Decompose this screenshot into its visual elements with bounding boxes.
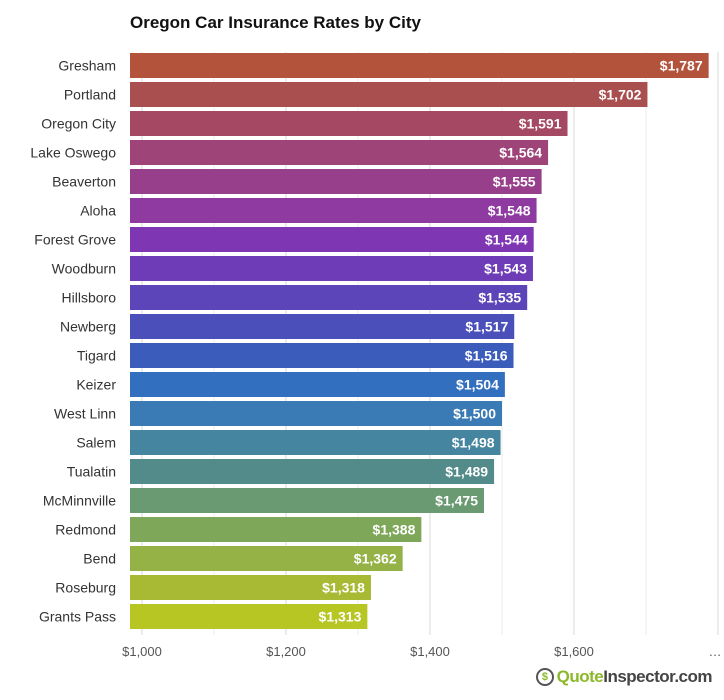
bar[interactable] bbox=[130, 169, 542, 194]
bar[interactable] bbox=[130, 140, 549, 165]
y-category-label: Hillsboro bbox=[62, 290, 117, 306]
y-category-label: Portland bbox=[64, 87, 116, 103]
bar[interactable] bbox=[130, 343, 514, 368]
data-label: $1,313 bbox=[319, 609, 362, 625]
data-label: $1,362 bbox=[354, 551, 397, 567]
y-category-label: Redmond bbox=[55, 522, 116, 538]
y-category-label: Beaverton bbox=[52, 174, 116, 190]
bar[interactable] bbox=[130, 430, 501, 455]
bar[interactable] bbox=[130, 459, 495, 484]
y-category-label: Forest Grove bbox=[34, 232, 116, 248]
y-category-label: Grants Pass bbox=[39, 609, 116, 625]
quoteinspector-logo[interactable]: $ Quote Inspector.com bbox=[535, 667, 712, 687]
data-label: $1,388 bbox=[373, 522, 416, 538]
bar[interactable] bbox=[130, 604, 368, 629]
data-label: $1,489 bbox=[445, 464, 488, 480]
x-tick-label: $1,200 bbox=[266, 644, 306, 659]
data-label: $1,548 bbox=[488, 203, 531, 219]
bar[interactable] bbox=[130, 314, 515, 339]
data-label: $1,498 bbox=[452, 435, 495, 451]
y-category-label: Oregon City bbox=[41, 116, 116, 132]
data-label: $1,517 bbox=[465, 319, 508, 335]
data-label: $1,504 bbox=[456, 377, 499, 393]
bar[interactable] bbox=[130, 575, 371, 600]
logo-quote-text: Quote bbox=[556, 667, 604, 686]
y-category-label: McMinnville bbox=[43, 493, 116, 509]
x-tick-label: $1,600 bbox=[554, 644, 594, 659]
data-label: $1,543 bbox=[484, 261, 527, 277]
data-label: $1,318 bbox=[322, 580, 365, 596]
y-category-label: Aloha bbox=[80, 203, 116, 219]
dollar-magnifier-icon: $ bbox=[535, 668, 554, 686]
bar[interactable] bbox=[130, 401, 502, 426]
bar[interactable] bbox=[130, 227, 534, 252]
y-category-label: Tigard bbox=[77, 348, 116, 364]
bar[interactable] bbox=[130, 111, 568, 136]
y-category-label: Woodburn bbox=[52, 261, 116, 277]
logo-inspector-text: Inspector.com bbox=[603, 667, 712, 686]
data-label: $1,544 bbox=[485, 232, 528, 248]
y-category-label: Bend bbox=[83, 551, 116, 567]
bar[interactable] bbox=[130, 546, 403, 571]
data-label: $1,500 bbox=[453, 406, 496, 422]
bar[interactable] bbox=[130, 372, 505, 397]
bar[interactable] bbox=[130, 198, 537, 223]
y-category-label: Roseburg bbox=[55, 580, 116, 596]
y-category-label: Gresham bbox=[58, 58, 116, 74]
data-label: $1,787 bbox=[660, 58, 703, 74]
bar[interactable] bbox=[130, 82, 648, 107]
y-category-label: Newberg bbox=[60, 319, 116, 335]
bar[interactable] bbox=[130, 256, 533, 281]
bar[interactable] bbox=[130, 517, 422, 542]
bar[interactable] bbox=[130, 53, 709, 78]
y-category-label: Lake Oswego bbox=[30, 145, 116, 161]
y-category-label: West Linn bbox=[54, 406, 116, 422]
data-label: $1,555 bbox=[493, 174, 536, 190]
chart-title: Oregon Car Insurance Rates by City bbox=[130, 13, 421, 32]
y-category-label: Keizer bbox=[76, 377, 116, 393]
bar[interactable] bbox=[130, 285, 528, 310]
data-label: $1,564 bbox=[499, 145, 542, 161]
data-label: $1,702 bbox=[599, 87, 642, 103]
bar[interactable] bbox=[130, 488, 484, 513]
data-label: $1,591 bbox=[519, 116, 562, 132]
x-tick-label: $1,400 bbox=[410, 644, 450, 659]
data-label: $1,516 bbox=[465, 348, 508, 364]
y-category-label: Tualatin bbox=[67, 464, 116, 480]
y-category-label: Salem bbox=[76, 435, 116, 451]
x-tick-label: … bbox=[709, 644, 722, 659]
data-label: $1,535 bbox=[478, 290, 521, 306]
x-tick-label: $1,000 bbox=[122, 644, 162, 659]
data-label: $1,475 bbox=[435, 493, 478, 509]
